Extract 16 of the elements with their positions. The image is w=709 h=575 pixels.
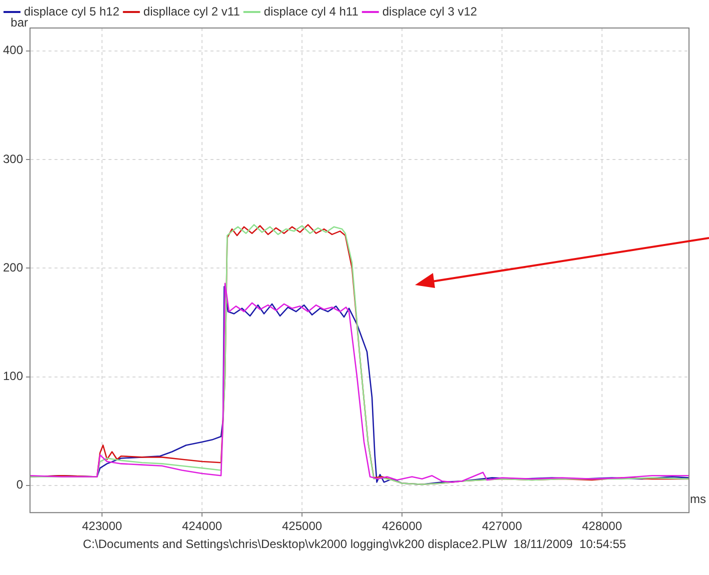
y-tick-label: 200 [2, 260, 24, 274]
y-tick-label: 100 [2, 369, 24, 384]
y-tick-label: 0 [16, 478, 24, 492]
x-tick-label: 428000 [582, 519, 622, 534]
text: C:\Documents and Settings\chris\Desktop\vk2000 logging\vk200 displace2.PLW 18/11/2009 10:54:55 [82, 536, 626, 551]
x-axis-title: ms [690, 492, 706, 506]
legend-label: displlace cyl 2 v11 [143, 4, 240, 18]
y-tick-label: 400 [2, 43, 24, 58]
legend-label: displace cyl 3 v12 [382, 4, 478, 18]
x-tick-label: 427000 [482, 519, 522, 534]
x-tick-label: 424000 [182, 519, 222, 534]
legend-label: displace cyl 4 h11 [264, 4, 359, 18]
x-tick-label: 426000 [382, 519, 422, 534]
x-tick-label: 425000 [282, 519, 322, 534]
x-tick-label: 423000 [82, 519, 122, 534]
y-tick-label: 300 [2, 152, 24, 166]
